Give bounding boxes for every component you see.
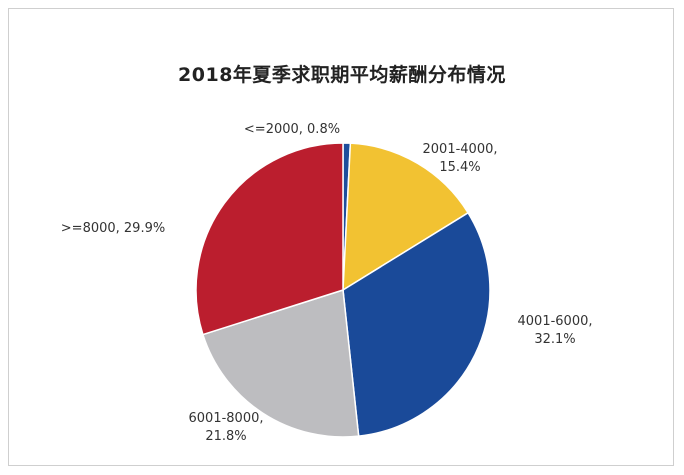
pie-slices — [195, 142, 491, 438]
slice-label-5: >=8000, 29.9% — [61, 221, 165, 236]
pie-slice-2 — [342, 142, 470, 292]
pie-slice-4 — [201, 289, 360, 438]
slice-label-1: <=2000, 0.8% — [244, 122, 340, 137]
pie-labels: <=2000, 0.8% 2001-4000, 15.4% 4001-6000, 32.… — [61, 122, 593, 444]
pie-slice-5 — [195, 142, 344, 336]
pie-slice-3 — [342, 211, 491, 437]
slice-label-2: 2001-4000, 15.4% — [423, 142, 498, 175]
chart-title: 2018年夏季求职期平均薪酬分布情况 — [178, 64, 506, 86]
slice-label-4: 6001-8000, 21.8% — [189, 411, 264, 444]
slice-label-3: 4001-6000, 32.1% — [518, 314, 593, 347]
